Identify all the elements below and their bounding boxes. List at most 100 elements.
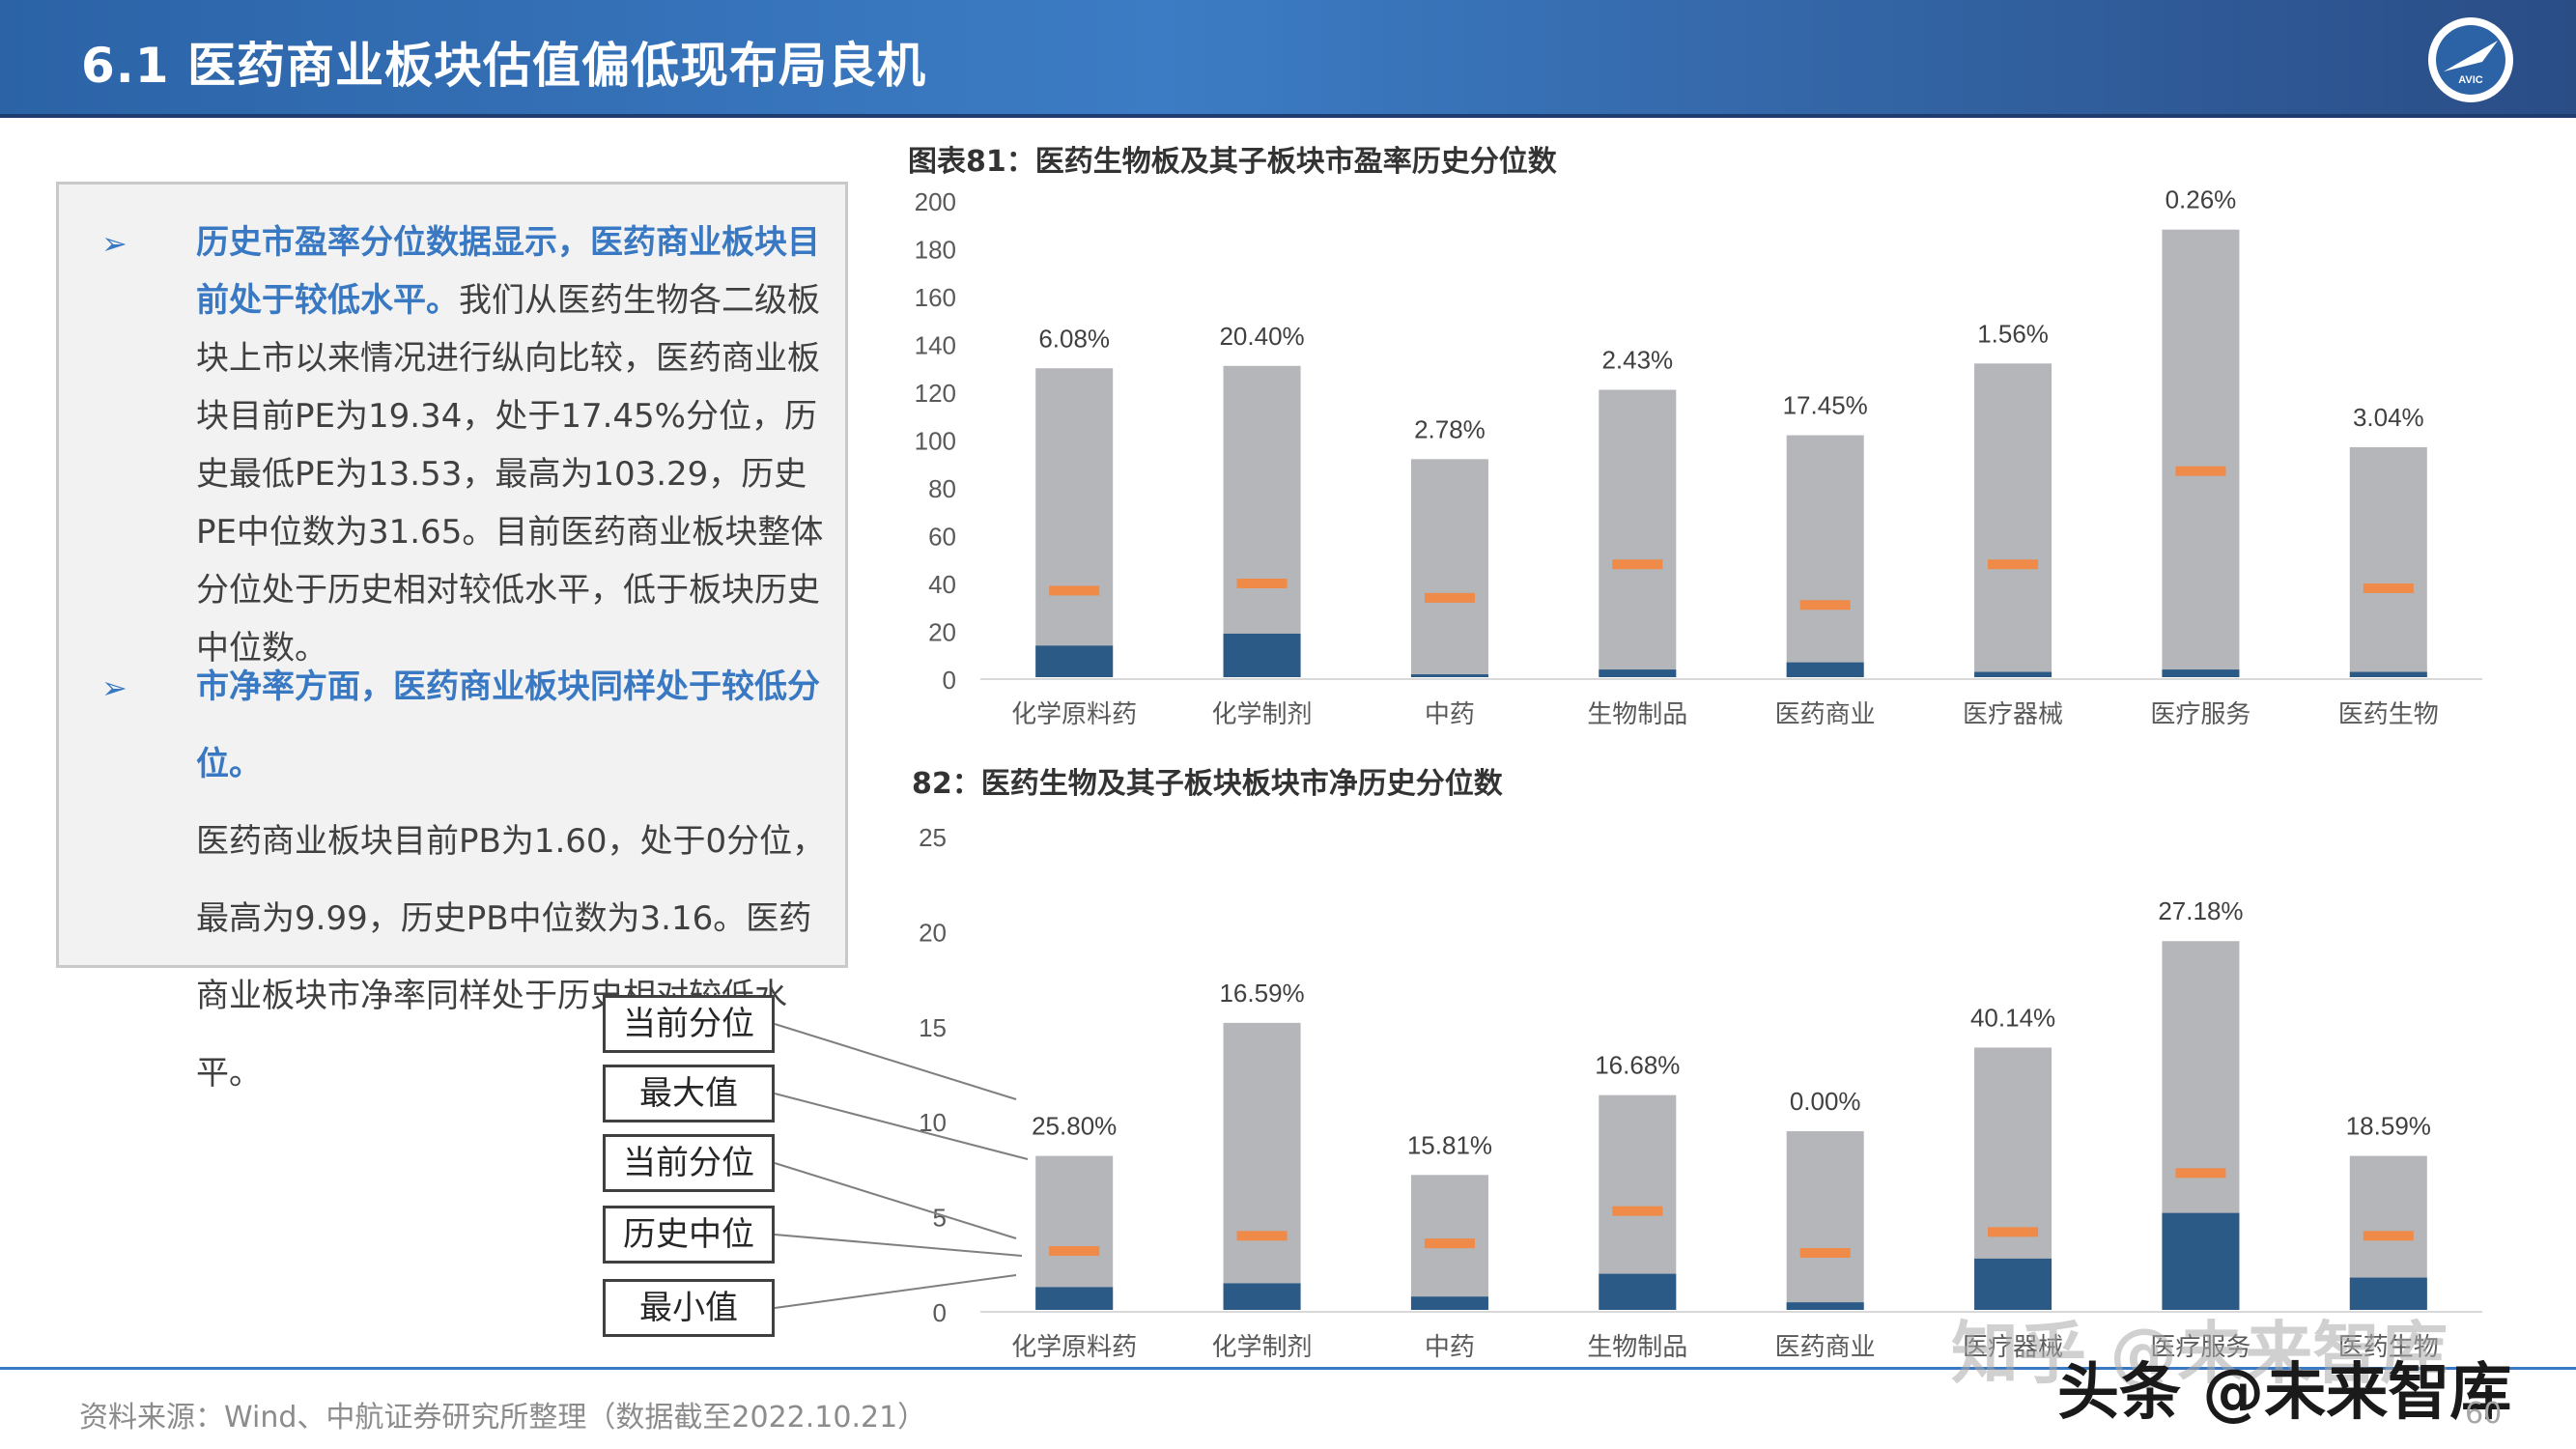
category-label: 医疗服务 [2150,1333,2250,1362]
y-tick-label: 20 [919,918,947,947]
legend-label-median: 历史中位 [603,1206,775,1264]
category-label: 医疗器械 [1963,1333,2063,1362]
percentile-label: 18.59% [2346,1112,2431,1141]
header-bar: 6.1 医药商业板块估值偏低现布局良机 AVIC [0,0,2576,118]
max-bar [2162,229,2240,677]
category-label: 化学制剂 [1212,700,1313,729]
y-tick-label: 200 [915,187,956,216]
watermark-zhihu: 知乎 @未来智库 [1951,1314,2449,1393]
percentile-label: 25.80% [1032,1112,1117,1141]
category-label: 中药 [1425,1333,1475,1362]
category-label: 医药商业 [1775,700,1876,729]
percentile-label: 3.04% [2353,403,2424,432]
min-bar [1599,669,1677,677]
median-marker [1799,1247,1851,1258]
y-tick-label: 160 [915,283,956,312]
median-marker [1988,1227,2039,1237]
legend-label-current-value: 当前分位 [603,1134,775,1192]
category-label: 医药生物 [2338,700,2439,729]
pb-percentile-chart: 0 5 10 15 20 25 25.80% 化学原料药 16.59% 化学制剂 15.81% 中药 1… [919,823,2482,1362]
percentile-label: 1.56% [1977,319,2049,348]
median-marker [1424,592,1475,603]
median-marker [1612,1206,1663,1216]
y-tick-label: 5 [933,1204,947,1233]
pb-highlight: 市净率方面，医药商业板块同样处于较低分位。 [196,668,820,783]
category-label: 化学原料药 [1011,700,1137,729]
category-label: 生物制品 [1587,1333,1687,1362]
max-bar [1786,435,1864,677]
percentile-label: 17.45% [1783,391,1868,420]
min-bar [1223,1283,1301,1310]
y-tick-label: 100 [915,427,956,456]
avic-logo-icon: AVIC [2428,17,2513,102]
min-bar [1786,1302,1864,1310]
median-marker [1049,585,1100,596]
page-title: 6.1 医药商业板块估值偏低现布局良机 [81,38,926,94]
arrow-bullet-icon: ➢ [101,669,127,706]
median-marker [1236,1231,1288,1241]
pe-percentile-chart: 0 20 40 60 80 100 120 140 160 180 200 6.08% 化学原料药 20.… [915,185,2482,729]
median-marker [2363,582,2414,593]
percentile-label: 2.43% [1601,346,1673,375]
min-bar [2162,669,2240,677]
category-label: 化学原料药 [1011,1333,1137,1362]
max-bar [1035,1155,1114,1310]
percentile-label: 2.78% [1414,414,1486,443]
percentile-label: 6.08% [1038,324,1110,353]
y-tick-label: 0 [943,666,956,695]
pb-body: 医药商业板块目前PB为1.60，处于0分位，最高为9.99，历史PB中位数为3.… [196,822,826,1093]
y-tick-label: 80 [928,474,956,503]
category-label: 医药商业 [1775,1333,1876,1362]
min-bar [1410,1296,1488,1310]
min-bar [1786,662,1864,677]
y-tick-label: 60 [928,523,956,552]
max-bar [1786,1131,1864,1310]
max-bar [1035,368,1114,677]
max-bar [1410,459,1488,677]
median-marker [2175,466,2226,476]
arrow-bullet-icon: ➢ [101,225,127,262]
max-bar [1974,363,2052,677]
median-marker [2363,1231,2414,1241]
paragraph-pe: ➢ 历史市盈率分位数据显示，医药商业板块目前处于较低水平。我们从医药生物各二级板… [78,213,832,677]
pe-highlight: 历史市盈率分位数据显示，医药商业板块目前处于较低水平。 [196,223,820,320]
watermark-toutiao: 头条 @未来智库 [2057,1357,2512,1429]
y-tick-label: 120 [915,379,956,408]
median-marker [1799,600,1851,611]
category-label: 生物制品 [1587,700,1687,729]
y-tick-label: 180 [915,236,956,265]
percentile-label: 16.68% [1595,1051,1680,1080]
min-bar [1599,1273,1677,1310]
percentile-label: 0.00% [1790,1087,1861,1116]
min-bar [2349,1277,2427,1310]
page-number: 60 [2465,1397,2503,1431]
y-tick-label: 25 [919,823,947,852]
median-marker [1424,1238,1475,1249]
percentile-label: 20.40% [1219,322,1304,351]
min-bar [2162,1212,2240,1310]
median-marker [1049,1246,1100,1257]
percentile-label: 16.59% [1219,979,1304,1008]
legend-label-current-percentile: 当前分位 [603,995,775,1053]
max-bar [2349,446,2427,677]
y-tick-label: 140 [915,331,956,360]
max-bar [1223,1022,1301,1310]
y-tick-label: 20 [928,618,956,647]
category-label: 医疗器械 [1963,700,2063,729]
chart1-title: 图表81：医药生物板及其子板块市盈率历史分位数 [908,145,1557,179]
max-bar [1599,389,1677,677]
max-bar [1223,365,1301,677]
median-marker [1612,559,1663,570]
min-bar [1035,645,1114,677]
min-bar [1223,633,1301,677]
chart2-title: 82：医药生物及其子板块板块市净历史分位数 [912,767,1503,801]
summary-text-box: ➢ 历史市盈率分位数据显示，医药商业板块目前处于较低水平。我们从医药生物各二级板… [56,182,848,1093]
pe-body: 我们从医药生物各二级板块上市以来情况进行纵向比较，医药商业板块目前PE为19.3… [196,281,824,668]
source-note: 资料来源：Wind、中航证券研究所整理（数据截至2022.10.21） [79,1401,927,1435]
min-bar [1035,1287,1114,1310]
paragraph-pb: ➢ 市净率方面，医药商业板块同样处于较低分位。医药商业板块目前PB为1.60，处… [78,648,832,1112]
y-tick-label: 15 [919,1013,947,1042]
legend-label-min: 最小值 [603,1279,775,1337]
min-bar [2349,671,2427,677]
percentile-label: 40.14% [1970,1003,2055,1032]
